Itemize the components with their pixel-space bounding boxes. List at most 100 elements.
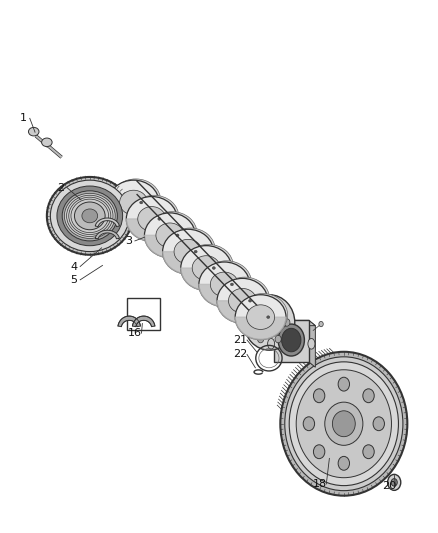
Ellipse shape [280, 352, 407, 496]
Circle shape [275, 302, 281, 310]
Ellipse shape [130, 182, 145, 196]
Ellipse shape [64, 193, 115, 238]
Ellipse shape [267, 316, 270, 319]
Polygon shape [145, 235, 195, 257]
Ellipse shape [42, 138, 52, 147]
Text: 18: 18 [313, 479, 327, 489]
Ellipse shape [192, 256, 220, 280]
Ellipse shape [140, 201, 143, 204]
Circle shape [363, 445, 374, 459]
Ellipse shape [138, 207, 166, 231]
Text: 20: 20 [382, 481, 396, 491]
Ellipse shape [238, 294, 288, 336]
Ellipse shape [247, 305, 275, 329]
Text: 5: 5 [70, 275, 77, 285]
Ellipse shape [201, 261, 251, 304]
Polygon shape [235, 317, 286, 340]
Circle shape [319, 321, 323, 327]
Ellipse shape [174, 239, 202, 264]
Text: 4: 4 [70, 262, 77, 271]
Ellipse shape [285, 357, 403, 491]
Circle shape [249, 319, 255, 326]
Ellipse shape [332, 411, 355, 437]
Ellipse shape [47, 177, 133, 255]
Circle shape [258, 302, 264, 310]
Ellipse shape [50, 180, 129, 252]
Ellipse shape [325, 402, 363, 446]
Circle shape [258, 335, 264, 343]
Polygon shape [181, 268, 232, 290]
Ellipse shape [229, 288, 256, 313]
Ellipse shape [278, 324, 304, 356]
Ellipse shape [71, 199, 109, 232]
Ellipse shape [82, 209, 98, 223]
Ellipse shape [194, 251, 197, 253]
Circle shape [373, 417, 385, 431]
Polygon shape [95, 230, 120, 239]
Circle shape [275, 335, 281, 343]
Ellipse shape [111, 179, 161, 222]
Ellipse shape [62, 191, 117, 241]
Ellipse shape [268, 338, 275, 349]
Ellipse shape [256, 308, 283, 337]
Ellipse shape [217, 278, 268, 323]
Text: 22: 22 [233, 350, 247, 359]
Ellipse shape [282, 328, 301, 352]
FancyBboxPatch shape [274, 320, 309, 362]
Ellipse shape [156, 223, 184, 248]
Polygon shape [118, 316, 141, 327]
FancyBboxPatch shape [127, 298, 160, 330]
Ellipse shape [129, 195, 179, 238]
Ellipse shape [145, 213, 195, 257]
Text: 3: 3 [125, 236, 132, 246]
Ellipse shape [308, 338, 315, 349]
Polygon shape [309, 320, 315, 367]
Circle shape [314, 445, 325, 459]
Polygon shape [199, 285, 250, 306]
Circle shape [391, 479, 397, 486]
Ellipse shape [220, 277, 269, 320]
Text: 21: 21 [233, 335, 247, 345]
Ellipse shape [126, 197, 177, 241]
Ellipse shape [57, 186, 123, 246]
Ellipse shape [165, 228, 215, 271]
Circle shape [338, 377, 350, 391]
Ellipse shape [296, 370, 392, 478]
Ellipse shape [244, 295, 295, 350]
Polygon shape [132, 316, 155, 327]
Polygon shape [217, 301, 268, 323]
Polygon shape [95, 218, 120, 227]
Ellipse shape [28, 127, 39, 136]
Ellipse shape [120, 190, 148, 215]
Ellipse shape [147, 212, 197, 255]
Ellipse shape [162, 229, 213, 274]
Circle shape [284, 319, 290, 326]
Ellipse shape [230, 283, 233, 286]
Polygon shape [108, 203, 159, 225]
Polygon shape [274, 320, 315, 326]
Ellipse shape [248, 300, 251, 302]
Ellipse shape [212, 266, 215, 269]
Text: 16: 16 [128, 328, 142, 338]
Ellipse shape [181, 246, 232, 290]
Ellipse shape [289, 362, 399, 486]
Ellipse shape [210, 272, 238, 297]
Ellipse shape [69, 197, 111, 235]
Ellipse shape [108, 180, 159, 225]
Ellipse shape [235, 295, 286, 340]
Ellipse shape [176, 234, 179, 237]
Polygon shape [126, 219, 177, 241]
Text: 2: 2 [57, 183, 64, 192]
Circle shape [314, 389, 325, 402]
Polygon shape [162, 252, 213, 274]
Ellipse shape [74, 202, 105, 230]
Circle shape [388, 474, 401, 490]
Circle shape [338, 456, 350, 470]
Circle shape [363, 389, 374, 402]
Ellipse shape [184, 245, 233, 287]
Text: 1: 1 [20, 114, 27, 123]
Ellipse shape [158, 217, 161, 220]
Ellipse shape [199, 262, 250, 307]
Ellipse shape [67, 195, 113, 237]
Circle shape [303, 417, 314, 431]
